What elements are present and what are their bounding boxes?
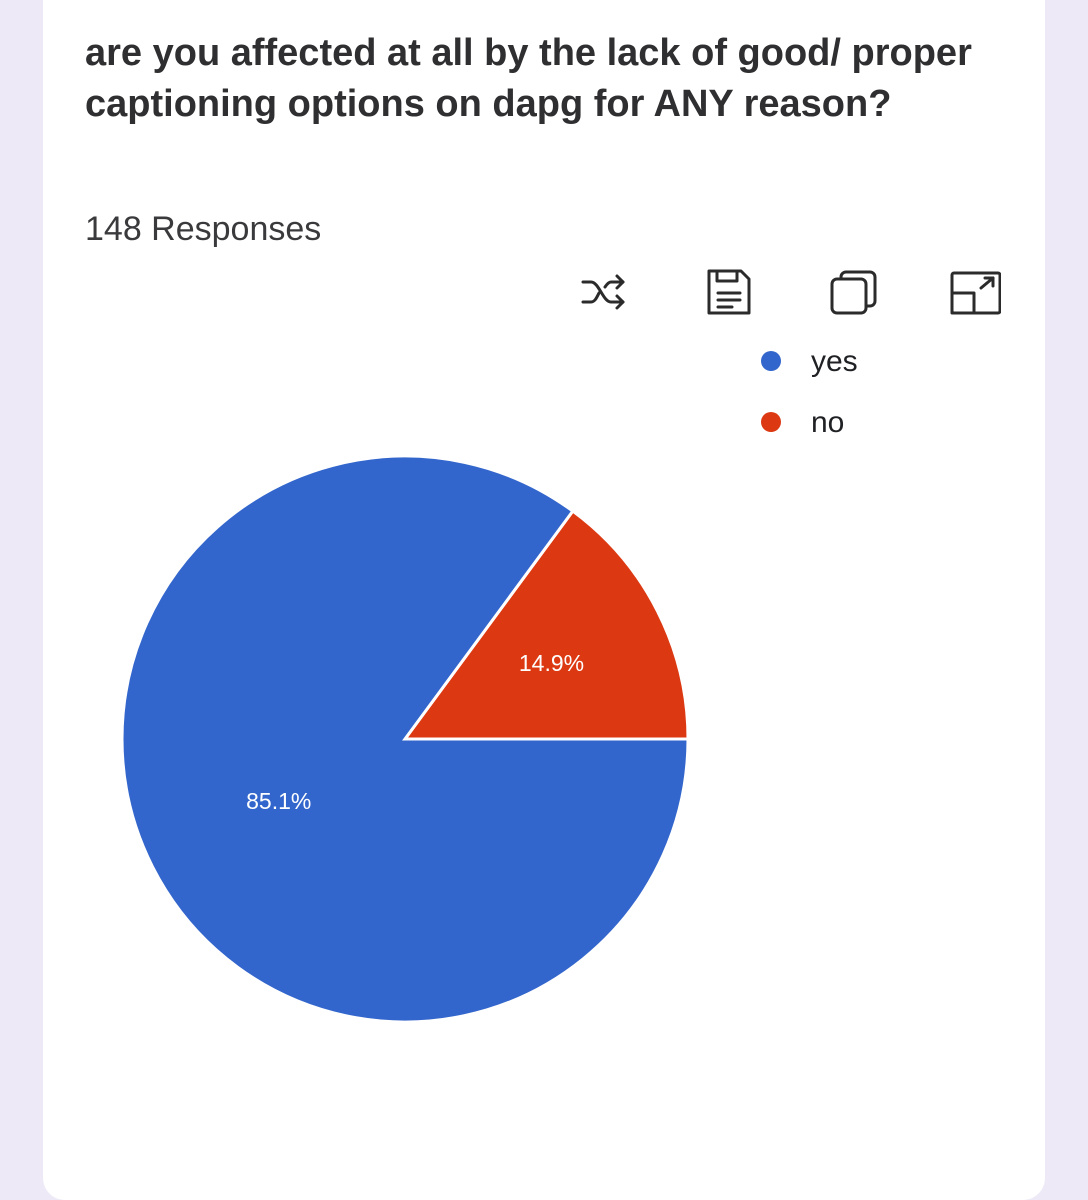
pie-slice-yes[interactable]: [120, 454, 690, 1024]
pie-slice-no[interactable]: [402, 509, 690, 741]
legend-dot-no: [761, 412, 781, 432]
pie-label-yes: 85.1%: [246, 788, 311, 814]
save-icon[interactable]: [703, 268, 755, 316]
copy-icon[interactable]: [827, 268, 879, 316]
shuffle-icon[interactable]: [579, 268, 631, 316]
chart-title: are you affected at all by the lack of g…: [85, 32, 972, 125]
chart-card: are you affected at all by the lack of g…: [43, 0, 1045, 1200]
expand-icon[interactable]: [949, 268, 1001, 316]
legend-label-yes: yes: [811, 345, 858, 378]
legend-dot-yes: [761, 351, 781, 371]
response-count: 148 Responses: [85, 210, 322, 248]
pie-chart: 14.9% 85.1%: [120, 454, 690, 1024]
legend-label-no: no: [811, 406, 845, 439]
pie-label-no: 14.9%: [519, 650, 584, 676]
